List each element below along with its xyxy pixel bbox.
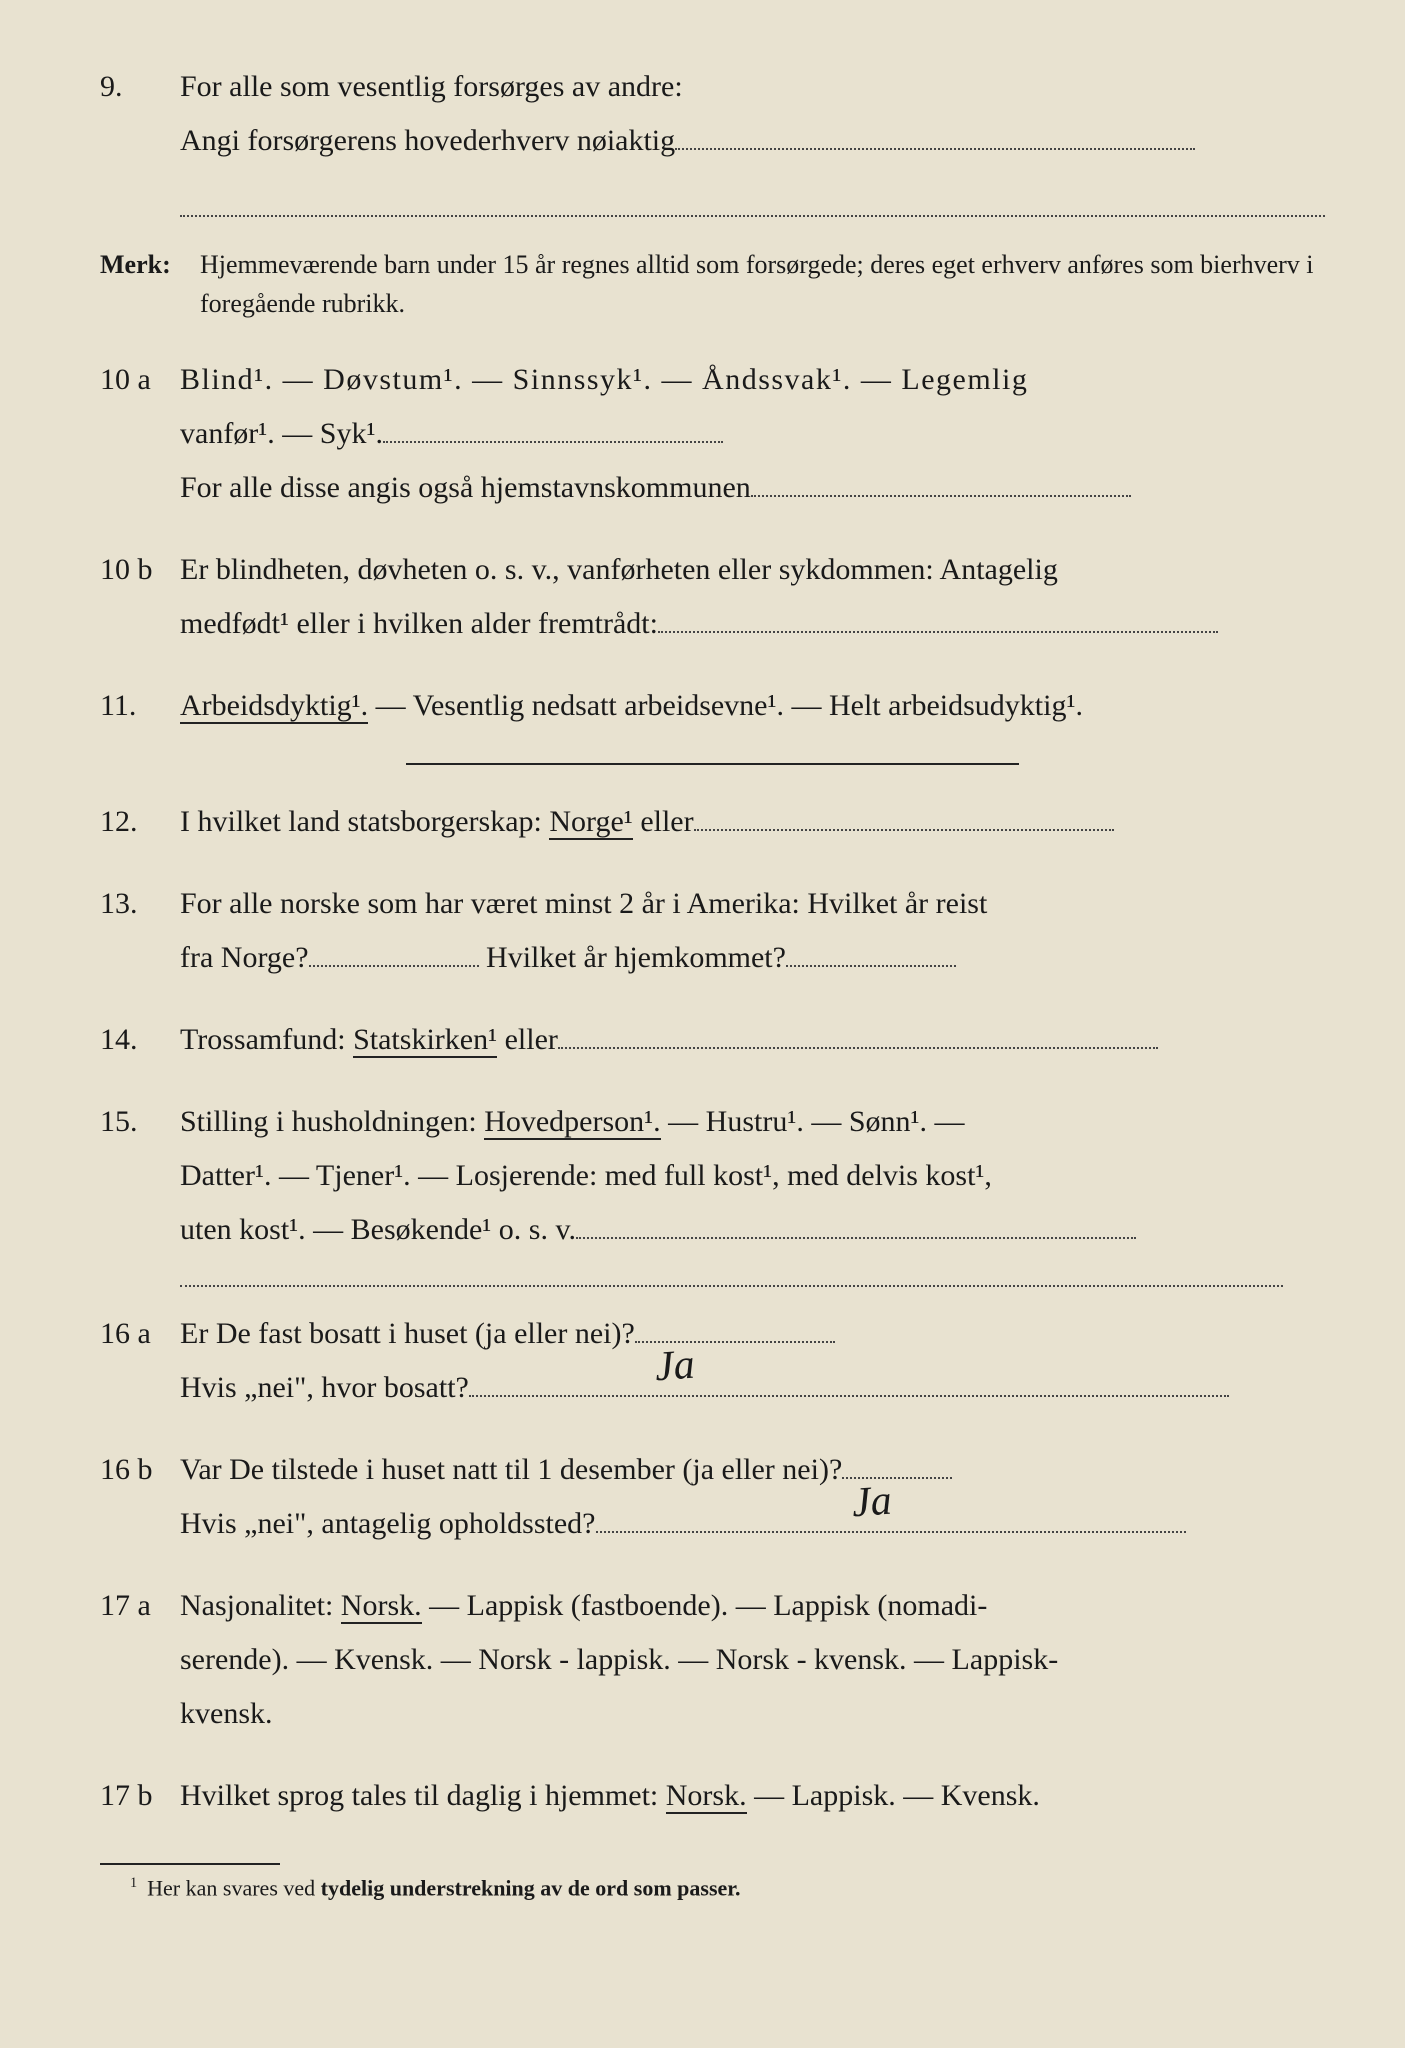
footnote-rule xyxy=(100,1863,280,1865)
q12-blank xyxy=(694,829,1114,831)
q10b-line2: medfødt¹ eller i hvilken alder fremtrådt… xyxy=(180,597,1325,651)
question-10b: 10 b Er blindheten, døvheten o. s. v., v… xyxy=(100,543,1325,651)
q17a-line2: serende). — Kvensk. — Norsk - lappisk. —… xyxy=(180,1633,1325,1687)
q14-statskirken: Statskirken¹ xyxy=(353,1023,497,1058)
q10b-blank xyxy=(658,631,1218,633)
q16a-number: 16 a xyxy=(100,1307,180,1415)
question-16a: 16 a Er De fast bosatt i huset (ja eller… xyxy=(100,1307,1325,1415)
q15-line2: Datter¹. — Tjener¹. — Losjerende: med fu… xyxy=(180,1149,1325,1203)
question-16b: 16 b Var De tilstede i huset natt til 1 … xyxy=(100,1443,1325,1551)
question-10a: 10 a Blind¹. — Døvstum¹. — Sinnssyk¹. — … xyxy=(100,353,1325,515)
q15-hovedperson: Hovedperson¹. xyxy=(484,1105,660,1140)
q10a-blank2 xyxy=(751,495,1131,497)
q17b-number: 17 b xyxy=(100,1769,180,1823)
divider-2 xyxy=(180,1285,1283,1287)
merk-text: Hjemmeværende barn under 15 år regnes al… xyxy=(200,245,1325,323)
q13-number: 13. xyxy=(100,877,180,985)
q12-norge: Norge¹ xyxy=(549,805,632,840)
q16b-line1: Var De tilstede i huset natt til 1 desem… xyxy=(180,1443,1325,1497)
question-11: 11. Arbeidsdyktig¹. — Vesentlig nedsatt … xyxy=(100,679,1325,733)
q10a-options2: vanfør¹. — Syk¹. xyxy=(180,407,1325,461)
q15-blank xyxy=(576,1237,1136,1239)
q9-line1: For alle som vesentlig forsørges av andr… xyxy=(180,60,1325,114)
q17a-line3: kvensk. xyxy=(180,1687,1325,1741)
question-13: 13. For alle norske som har været minst … xyxy=(100,877,1325,985)
q16b-number: 16 b xyxy=(100,1443,180,1551)
divider-1 xyxy=(406,763,1019,765)
q14-blank xyxy=(558,1047,1158,1049)
q15-line3: uten kost¹. — Besøkende¹ o. s. v. xyxy=(180,1203,1325,1257)
question-17b: 17 b Hvilket sprog tales til daglig i hj… xyxy=(100,1769,1325,1823)
q13-blank1 xyxy=(309,965,479,967)
footnote-text: Her kan svares ved tydelig understreknin… xyxy=(147,1875,740,1900)
question-9: 9. For alle som vesentlig forsørges av a… xyxy=(100,60,1325,217)
q17b-norsk: Norsk. xyxy=(666,1779,747,1814)
q10b-number: 10 b xyxy=(100,543,180,651)
footnote-marker: 1 xyxy=(130,1875,137,1891)
q15-line1: Stilling i husholdningen: Hovedperson¹. … xyxy=(180,1095,1325,1149)
question-15: 15. Stilling i husholdningen: Hovedperso… xyxy=(100,1095,1325,1257)
question-17a: 17 a Nasjonalitet: Norsk. — Lappisk (fas… xyxy=(100,1579,1325,1741)
q10a-blank xyxy=(383,441,723,443)
q9-blank xyxy=(675,148,1195,150)
q16a-blank2 xyxy=(469,1395,1229,1397)
q11-rest: — Vesentlig nedsatt arbeidsevne¹. — Helt… xyxy=(368,689,1083,722)
q16a-answer: Ja xyxy=(652,1328,697,1406)
q13-line2: fra Norge? Hvilket år hjemkommet? xyxy=(180,931,1325,985)
q12-number: 12. xyxy=(100,795,180,849)
q13-line1: For alle norske som har været minst 2 år… xyxy=(180,877,1325,931)
q16a-line2: Hvis „nei", hvor bosatt? xyxy=(180,1361,1325,1415)
q16b-answer: Ja xyxy=(850,1464,895,1542)
q17a-number: 17 a xyxy=(100,1579,180,1741)
q10a-text3: For alle disse angis også hjemstavnskomm… xyxy=(180,461,1325,515)
q17a-norsk: Norsk. xyxy=(341,1589,422,1624)
q16b-answer-blank: Ja xyxy=(842,1477,952,1479)
q13-blank2 xyxy=(786,965,956,967)
question-12: 12. I hvilket land statsborgerskap: Norg… xyxy=(100,795,1325,849)
footnote: 1 Her kan svares ved tydelig understrekni… xyxy=(100,1875,1325,1901)
merk-label: Merk: xyxy=(100,245,200,323)
q11-number: 11. xyxy=(100,679,180,733)
q9-blank-line xyxy=(180,172,1325,217)
q9-line2: Angi forsørgerens hovederhverv nøiaktig xyxy=(180,114,1325,168)
q10b-line1: Er blindheten, døvheten o. s. v., vanfør… xyxy=(180,543,1325,597)
q16a-line1: Er De fast bosatt i huset (ja eller nei)… xyxy=(180,1307,1325,1361)
q14-number: 14. xyxy=(100,1013,180,1067)
q15-number: 15. xyxy=(100,1095,180,1257)
q17a-line1: Nasjonalitet: Norsk. — Lappisk (fastboen… xyxy=(180,1579,1325,1633)
merk-note: Merk: Hjemmeværende barn under 15 år reg… xyxy=(100,245,1325,323)
question-14: 14. Trossamfund: Statskirken¹ eller xyxy=(100,1013,1325,1067)
q11-selected: Arbeidsdyktig¹. xyxy=(180,689,368,724)
q10a-options: Blind¹. — Døvstum¹. — Sinnssyk¹. — Åndss… xyxy=(180,353,1325,407)
q9-number: 9. xyxy=(100,60,180,217)
q16a-answer-blank: Ja xyxy=(635,1341,835,1343)
q16b-line2: Hvis „nei", antagelig opholdssted? xyxy=(180,1497,1325,1551)
q10a-number: 10 a xyxy=(100,353,180,515)
